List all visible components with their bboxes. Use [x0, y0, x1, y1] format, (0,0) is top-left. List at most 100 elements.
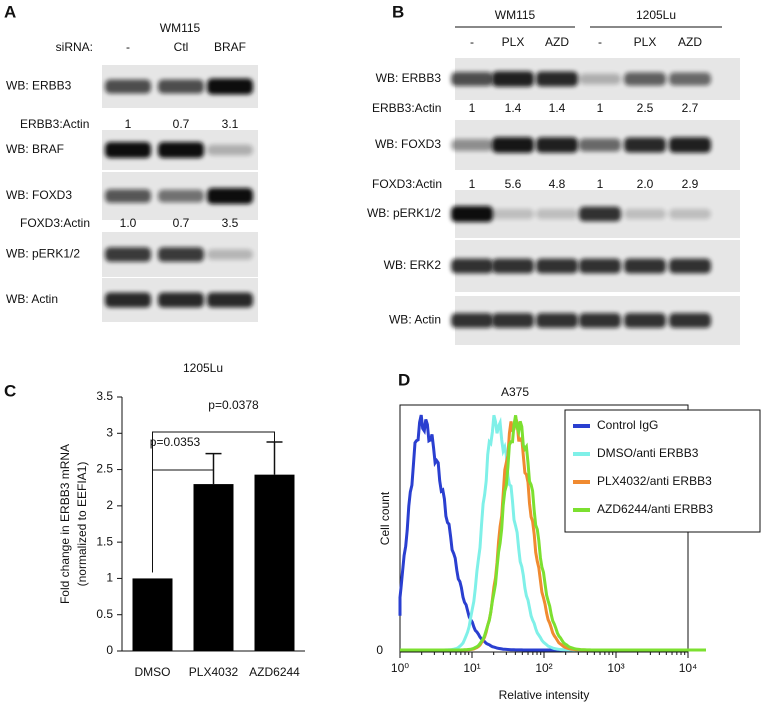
x-tick-label: AZD6244 — [249, 665, 300, 679]
quant-label: FOXD3:Actin — [20, 216, 90, 230]
y-tick-label: 2.5 — [96, 462, 113, 476]
blot-label: WB: FOXD3 — [6, 188, 72, 202]
y-tick-label: 1.5 — [96, 534, 113, 548]
blot-label: WB: ERK2 — [384, 258, 442, 272]
lane-label: Ctl — [174, 40, 189, 54]
blot-band — [624, 258, 666, 274]
blot-label: WB: ERBB3 — [376, 71, 442, 85]
blot-band — [624, 137, 666, 153]
blot-label: WB: pERK1/2 — [6, 247, 80, 261]
blot-band — [207, 292, 253, 308]
x-tick-label: 10⁰ — [391, 661, 409, 675]
x-tick-label: DMSO — [135, 665, 171, 679]
blot-band — [624, 208, 666, 220]
legend-label: Control IgG — [597, 418, 658, 432]
lane-label: - — [470, 35, 474, 49]
group-label: 1205Lu — [636, 8, 676, 22]
blot-label: WB: ERBB3 — [6, 79, 72, 93]
quant-value: 0.7 — [173, 117, 190, 131]
blot-band — [492, 313, 534, 328]
quant-value: 0.7 — [173, 216, 190, 230]
blot-band — [536, 208, 578, 220]
chart-title: A375 — [501, 385, 529, 399]
quant-value: 2.5 — [637, 101, 654, 115]
blot-band — [451, 258, 493, 274]
blot-band — [579, 206, 621, 222]
blot-band — [105, 247, 151, 262]
lane-label: - — [598, 35, 602, 49]
quant-value: 1 — [469, 101, 476, 115]
y-tick-label: 2 — [106, 498, 113, 512]
quant-value: 1.4 — [549, 101, 566, 115]
panel-letter: D — [398, 370, 410, 389]
legend-label: DMSO/anti ERBB3 — [597, 446, 699, 460]
x-axis-label: Relative intensity — [499, 688, 590, 702]
y-tick-label: 3 — [106, 425, 113, 439]
quant-value: 5.6 — [505, 177, 522, 191]
quant-value: 1 — [125, 117, 132, 131]
blot-band — [207, 188, 253, 204]
y-axis-label: Cell count — [378, 491, 392, 545]
blot-title: WM115 — [160, 21, 201, 35]
legend: Control IgG DMSO/anti ERBB3 PLX4032/anti E… — [564, 409, 761, 533]
blot-band — [207, 144, 253, 156]
blot-band — [105, 292, 151, 308]
lane-header: siRNA: — [56, 40, 93, 54]
blot-band — [451, 206, 493, 222]
blot-band — [451, 139, 493, 151]
lane-label: - — [126, 40, 130, 54]
blot-band — [624, 313, 666, 328]
blot-label: WB: pERK1/2 — [367, 206, 441, 220]
bar — [254, 474, 295, 651]
quant-value: 2.7 — [682, 101, 699, 115]
blot-band — [536, 71, 578, 87]
annotation: p=0.0353 — [150, 435, 201, 449]
y-tick-label: 0 — [376, 643, 383, 657]
quant-label: ERBB3:Actin — [372, 101, 441, 115]
blot-band — [669, 208, 711, 220]
blot-band — [669, 72, 711, 86]
quant-value: 2.9 — [682, 177, 699, 191]
blot-band — [492, 208, 534, 220]
blot-label: WB: Actin — [389, 313, 441, 327]
legend-label: AZD6244/anti ERBB3 — [597, 502, 713, 516]
blot-label: WB: BRAF — [6, 142, 64, 156]
quant-value: 1 — [597, 177, 604, 191]
quant-value: 1 — [597, 101, 604, 115]
blot-band — [158, 142, 204, 158]
blot-band — [492, 137, 534, 153]
legend-frame — [564, 409, 761, 533]
blot-band — [669, 258, 711, 274]
panel-letter: B — [392, 2, 404, 21]
panel-letter: C — [4, 381, 16, 400]
blot-band — [536, 258, 578, 274]
x-tick-label: 10⁴ — [679, 661, 698, 675]
quant-value: 2.0 — [637, 177, 654, 191]
bar — [132, 578, 173, 651]
quant-label: FOXD3:Actin — [372, 177, 442, 191]
y-axis-label: (normalized to EEFIA1) — [75, 462, 89, 587]
blot-band — [207, 78, 253, 95]
y-tick-label: 0.5 — [96, 607, 113, 621]
y-tick-label: 1 — [106, 571, 113, 585]
annotation: p=0.0378 — [208, 398, 259, 412]
blot-band — [492, 258, 534, 274]
lane-label: AZD — [545, 35, 569, 49]
blot-band — [451, 72, 493, 86]
lane-label: PLX — [634, 35, 657, 49]
x-tick-label: PLX4032 — [189, 665, 239, 679]
blot-band — [105, 189, 151, 203]
significance-bracket — [152, 431, 275, 573]
blot-band — [158, 292, 204, 308]
blot-band — [451, 313, 493, 328]
histogram-trace — [400, 415, 706, 652]
lane-label: BRAF — [214, 40, 246, 54]
blot-band — [158, 189, 204, 203]
quant-value: 1.0 — [120, 216, 137, 230]
blot-band — [536, 137, 578, 153]
quant-value: 3.5 — [222, 216, 239, 230]
blot-label: WB: Actin — [6, 292, 58, 306]
y-axis-label: Fold change in ERBB3 mRNA — [58, 444, 72, 604]
